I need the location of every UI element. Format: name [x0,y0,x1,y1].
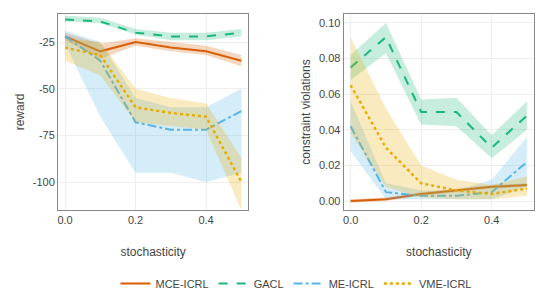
svg-text:stochasticity: stochasticity [406,245,471,259]
svg-text:MCE-ICRL: MCE-ICRL [156,278,209,290]
svg-text:GACL: GACL [254,278,284,290]
svg-text:0.06: 0.06 [319,88,340,100]
svg-text:stochasticity: stochasticity [121,245,186,259]
svg-text:0.2: 0.2 [128,214,143,226]
svg-text:0.04: 0.04 [319,124,340,136]
svg-text:ME-ICRL: ME-ICRL [329,278,374,290]
svg-text:VME-ICRL: VME-ICRL [419,278,472,290]
svg-text:constraint violations: constraint violations [299,59,313,164]
svg-text:-50: -50 [39,83,55,95]
svg-text:-100: -100 [33,176,55,188]
svg-text:0.0: 0.0 [57,214,72,226]
svg-text:-25: -25 [39,36,55,48]
svg-text:0.10: 0.10 [319,17,340,29]
svg-text:reward: reward [13,94,27,131]
svg-text:0.02: 0.02 [319,159,340,171]
svg-text:-75: -75 [39,129,55,141]
svg-text:0.2: 0.2 [414,214,429,226]
svg-text:0.4: 0.4 [484,214,499,226]
svg-text:0.08: 0.08 [319,52,340,64]
svg-text:0.00: 0.00 [319,195,340,207]
svg-text:0.0: 0.0 [343,214,358,226]
svg-text:0.4: 0.4 [198,214,213,226]
